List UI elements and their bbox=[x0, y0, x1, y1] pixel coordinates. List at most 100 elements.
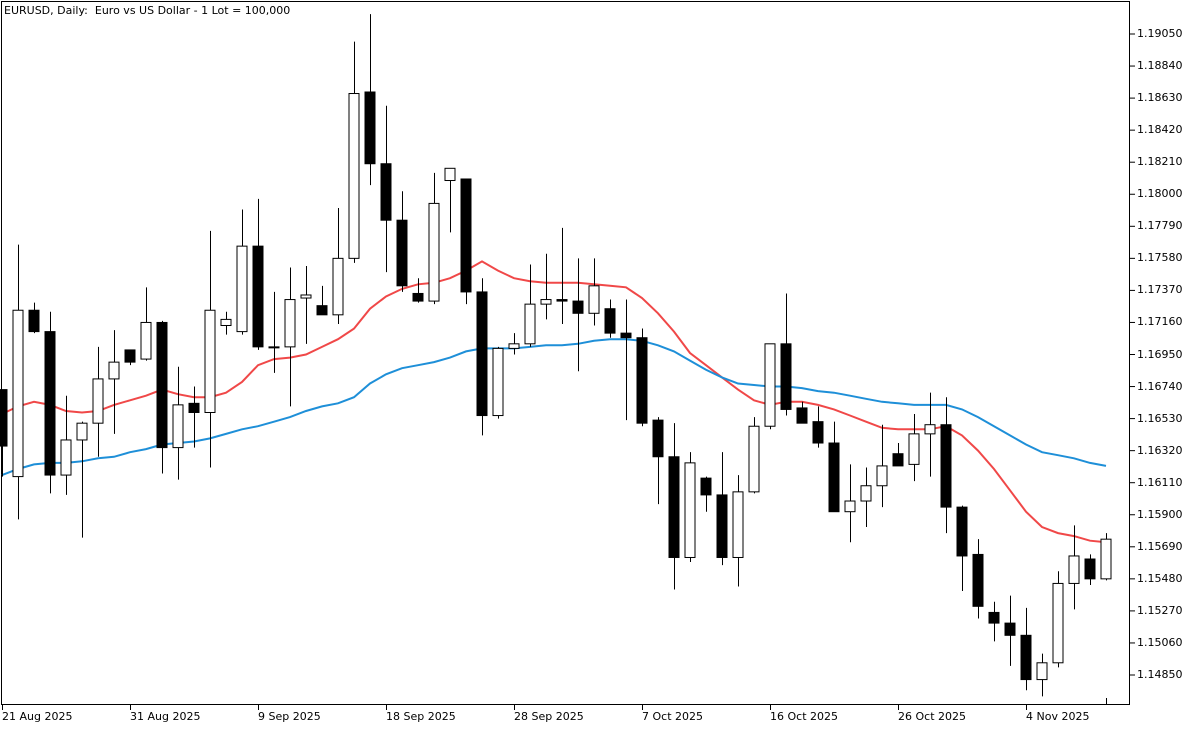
candle bbox=[1020, 607, 1032, 691]
candle bbox=[1100, 533, 1112, 581]
candle-body-bull bbox=[540, 299, 552, 305]
time-axis-ticks bbox=[2, 698, 1107, 710]
candle bbox=[460, 178, 472, 305]
candle bbox=[1084, 554, 1096, 585]
candle bbox=[204, 230, 216, 468]
price-tick-label: 1.15690 bbox=[1137, 539, 1183, 553]
price-tick-label: 1.15270 bbox=[1137, 603, 1183, 617]
price-tick-label: 1.16110 bbox=[1137, 475, 1183, 489]
candle-body-bear bbox=[156, 321, 168, 449]
candle bbox=[668, 423, 680, 590]
time-tick-label: 21 Aug 2025 bbox=[2, 710, 73, 723]
plot-border bbox=[1, 1, 1130, 705]
candle bbox=[636, 328, 648, 427]
candle bbox=[396, 191, 408, 292]
candle-body-bear bbox=[604, 308, 616, 334]
candle bbox=[956, 505, 968, 592]
candle-body-bull bbox=[876, 465, 888, 487]
candle-body-bear bbox=[188, 402, 200, 413]
candle bbox=[588, 258, 600, 326]
candle bbox=[652, 417, 664, 505]
candle bbox=[1004, 595, 1016, 666]
time-tick-label: 4 Nov 2025 bbox=[1026, 710, 1090, 723]
candle-body-bear bbox=[780, 343, 792, 410]
price-tick-label: 1.16950 bbox=[1137, 347, 1183, 361]
price-tick-label: 1.16740 bbox=[1137, 379, 1183, 393]
candle bbox=[684, 452, 696, 563]
candle-body-bull bbox=[524, 303, 536, 345]
time-tick-label: 26 Oct 2025 bbox=[898, 710, 967, 723]
candle-body-bear bbox=[956, 506, 968, 557]
candle bbox=[44, 311, 56, 494]
candle bbox=[876, 424, 888, 508]
price-tick-label: 1.18840 bbox=[1137, 59, 1183, 73]
candle-body-bear bbox=[1004, 622, 1016, 636]
candle bbox=[476, 278, 488, 436]
candle-body-bear bbox=[828, 442, 840, 513]
candle bbox=[108, 330, 120, 434]
candle bbox=[908, 414, 920, 482]
candle-body-bear bbox=[668, 456, 680, 558]
candle bbox=[540, 253, 552, 320]
candle-body-bear bbox=[252, 245, 264, 348]
price-tick-label: 1.15480 bbox=[1137, 571, 1183, 585]
time-tick-label: 31 Aug 2025 bbox=[130, 710, 201, 723]
price-tick-label: 1.15060 bbox=[1137, 635, 1183, 649]
candle bbox=[828, 421, 840, 513]
candle-body-bear bbox=[0, 389, 8, 447]
price-tick-label: 1.15900 bbox=[1137, 507, 1183, 521]
candle bbox=[348, 41, 360, 263]
candle bbox=[972, 539, 984, 619]
candle-body-bear bbox=[412, 292, 424, 302]
chart-title: EURUSD, Daily: Euro vs US Dollar - 1 Lot… bbox=[4, 4, 291, 17]
candle-body-bull bbox=[76, 422, 88, 441]
candle-body-bull bbox=[172, 404, 184, 449]
candle-body-bear bbox=[700, 477, 712, 496]
candle-body-bull bbox=[684, 462, 696, 558]
candle-body-bear bbox=[124, 349, 136, 363]
candle-body-bear bbox=[988, 611, 1000, 624]
candle bbox=[748, 417, 760, 494]
candle bbox=[940, 397, 952, 534]
candle bbox=[156, 320, 168, 474]
candle-body-bull bbox=[348, 93, 360, 259]
candle bbox=[796, 401, 808, 424]
candle bbox=[0, 389, 8, 477]
candle bbox=[428, 172, 440, 305]
candle bbox=[140, 287, 152, 361]
candle bbox=[92, 346, 104, 457]
candle-body-bull bbox=[204, 309, 216, 413]
candle-body-bull bbox=[924, 424, 936, 435]
candle-body-bear bbox=[460, 178, 472, 293]
candle-body-bull bbox=[220, 318, 232, 327]
candle-body-bear bbox=[796, 407, 808, 424]
candle-body-bull bbox=[108, 361, 120, 380]
candle-body-bear bbox=[28, 309, 40, 333]
price-tick-label: 1.17790 bbox=[1137, 219, 1183, 233]
candle-body-bear bbox=[572, 300, 584, 314]
candle bbox=[812, 406, 824, 448]
candle bbox=[988, 601, 1000, 642]
candle bbox=[76, 421, 88, 538]
candle bbox=[620, 299, 632, 421]
candle-body-bull bbox=[1052, 582, 1064, 664]
candle bbox=[316, 285, 328, 316]
candle bbox=[12, 244, 24, 520]
candle-body-bear bbox=[1020, 634, 1032, 681]
candle bbox=[924, 392, 936, 477]
candle-body-bull bbox=[60, 439, 72, 476]
candle-body-bear bbox=[636, 337, 648, 424]
price-tick-label: 1.18630 bbox=[1137, 91, 1183, 105]
candle bbox=[524, 264, 536, 347]
candle-body-bull bbox=[236, 245, 248, 333]
candle-body-bull bbox=[284, 299, 296, 348]
candle-body-bull bbox=[508, 343, 520, 349]
candle-body-bull bbox=[12, 309, 24, 478]
candle-body-bull bbox=[332, 257, 344, 316]
candle bbox=[28, 302, 40, 334]
time-tick-label: 16 Oct 2025 bbox=[770, 710, 839, 723]
candle-body-bear bbox=[380, 163, 392, 221]
price-tick-label: 1.18420 bbox=[1137, 123, 1183, 137]
